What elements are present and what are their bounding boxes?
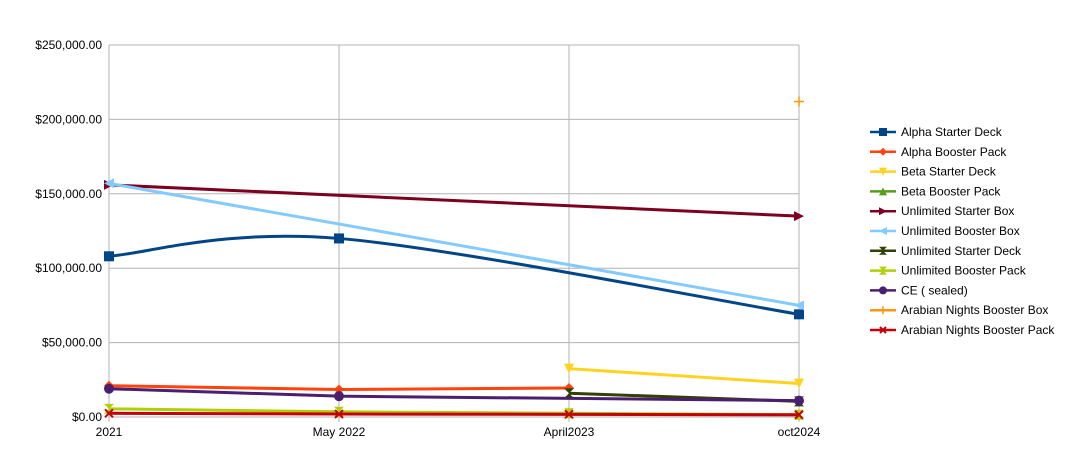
data-point: [794, 300, 804, 311]
series-ce-sealed-: [104, 383, 804, 406]
legend-label: Unlimited Booster Pack: [901, 264, 1027, 278]
series-unlimited-booster-box: [104, 178, 804, 311]
series-line: [108, 181, 800, 307]
data-point: [104, 383, 114, 394]
legend-label: Unlimited Starter Box: [901, 204, 1014, 218]
series-alpha-starter-deck: [104, 233, 804, 320]
grid-lines: [108, 44, 800, 418]
legend-label: Unlimited Starter Deck: [901, 244, 1022, 258]
data-point: [564, 363, 574, 374]
data-point: [564, 409, 574, 420]
y-tick-label: $50,000.00: [42, 336, 102, 350]
data-point: [564, 388, 574, 399]
legend-label: Arabian Nights Booster Box: [901, 303, 1048, 317]
data-point: [794, 378, 804, 389]
legend-label: Arabian Nights Booster Pack: [901, 323, 1055, 337]
legend: Alpha Starter Deck Alpha Booster Pack Beta…: [870, 125, 1055, 337]
data-point: [104, 251, 114, 262]
data-point: [794, 410, 804, 420]
data-point: [794, 309, 804, 320]
data-point: [879, 187, 887, 196]
legend-item: Alpha Starter Deck: [870, 125, 1003, 139]
series-line: [108, 411, 800, 417]
x-axis: 2021 May 2022 April2023 oct2024: [96, 417, 821, 439]
data-point: [104, 178, 114, 189]
legend-label: Alpha Booster Pack: [901, 145, 1007, 159]
series-arabian-nights-booster-pack: [104, 408, 804, 420]
y-tick-label: $150,000.00: [35, 187, 102, 201]
data-point: [879, 207, 887, 216]
legend-label: Beta Starter Deck: [901, 165, 997, 179]
series-arabian-nights-booster-box: [794, 96, 804, 107]
legend-item: CE ( sealed): [870, 283, 968, 297]
legend-item: Unlimited Booster Pack: [870, 264, 1027, 278]
data-point: [879, 266, 887, 275]
legend-item: Unlimited Booster Box: [870, 224, 1020, 238]
data-point: [794, 211, 804, 222]
data-point: [879, 306, 887, 315]
series-group: [104, 96, 804, 420]
legend-item: Unlimited Starter Box: [870, 204, 1014, 218]
data-point: [334, 409, 344, 419]
data-point: [794, 395, 804, 406]
data-point: [794, 96, 804, 107]
x-tick-label: 2021: [96, 425, 123, 439]
x-tick-label: May 2022: [313, 425, 366, 439]
legend-item: Beta Booster Pack: [870, 184, 1001, 198]
data-point: [879, 128, 887, 136]
series-line: [108, 387, 800, 403]
y-tick-label: $100,000.00: [35, 261, 102, 275]
data-point: [879, 246, 887, 255]
y-tick-label: $0.00: [72, 410, 102, 424]
series-line: [108, 183, 800, 218]
data-point: [879, 147, 887, 156]
series-line: [108, 234, 800, 316]
legend-label: Beta Booster Pack: [901, 184, 1001, 198]
series-line: [568, 367, 800, 386]
y-tick-label: $200,000.00: [35, 112, 102, 126]
data-point: [879, 326, 887, 334]
legend-label: Alpha Starter Deck: [901, 125, 1003, 139]
legend-item: Arabian Nights Booster Pack: [870, 323, 1055, 337]
data-point: [879, 167, 887, 176]
legend-label: Unlimited Booster Box: [901, 224, 1020, 238]
legend-label: CE ( sealed): [901, 283, 968, 297]
data-point: [879, 286, 887, 295]
legend-item: Beta Starter Deck: [870, 165, 997, 179]
legend-item: Alpha Booster Pack: [870, 145, 1007, 159]
data-point: [879, 227, 887, 235]
data-point: [334, 391, 344, 402]
data-point: [334, 233, 344, 244]
x-tick-label: oct2024: [778, 425, 821, 439]
data-point: [104, 408, 114, 418]
series-beta-starter-deck: [564, 363, 804, 389]
legend-item: Unlimited Starter Deck: [870, 244, 1022, 258]
y-axis: $0.00 $50,000.00 $100,000.00 $150,000.00 $20…: [35, 38, 102, 424]
x-tick-label: April2023: [544, 425, 595, 439]
legend-item: Arabian Nights Booster Box: [870, 303, 1048, 317]
y-tick-label: $250,000.00: [35, 38, 102, 52]
